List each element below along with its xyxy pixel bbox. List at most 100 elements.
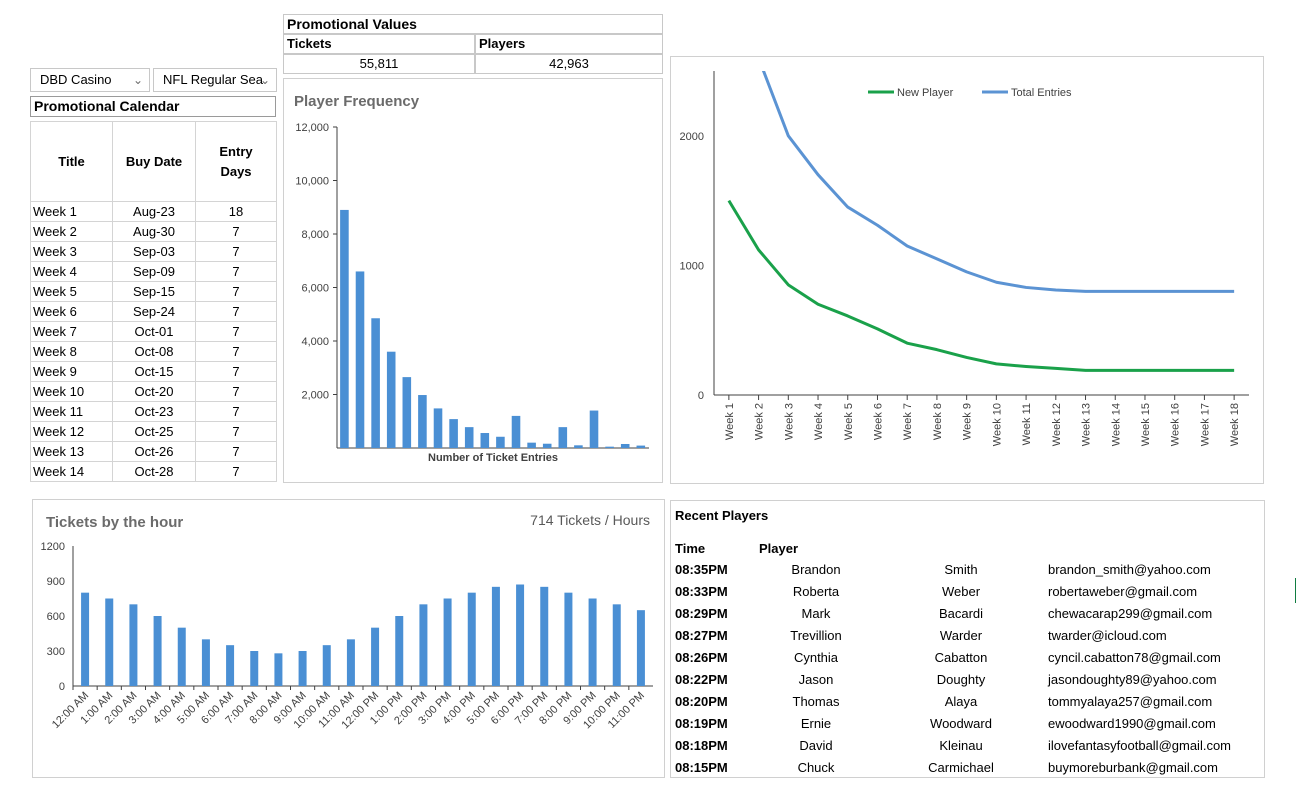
tickets-by-hour-chart[interactable]: Tickets by the hour 714 Tickets / Hours … bbox=[32, 499, 665, 778]
player-last-name: Warder bbox=[939, 628, 983, 643]
hour-bar bbox=[516, 584, 525, 686]
promotional-values-title: Promotional Values bbox=[283, 14, 663, 34]
x-tick-label: Week 12 bbox=[1051, 403, 1063, 446]
frequency-bar bbox=[620, 443, 630, 448]
calendar-week: Week 14 bbox=[30, 461, 113, 482]
player-first-name: Thomas bbox=[792, 694, 840, 709]
calendar-entry-days: 7 bbox=[195, 301, 277, 322]
y-tick-label: 0 bbox=[59, 681, 65, 693]
calendar-header-buy-date: Buy Date bbox=[112, 121, 196, 202]
tickets-per-hour-summary: 714 Tickets / Hours bbox=[530, 512, 650, 528]
hour-bar bbox=[443, 598, 452, 686]
hour-bar bbox=[250, 651, 259, 686]
casino-slicer[interactable]: DBD Casino ⌄ bbox=[30, 68, 150, 92]
calendar-week: Week 6 bbox=[30, 301, 113, 322]
tickets-value: 55,811 bbox=[283, 54, 475, 74]
frequency-bar bbox=[418, 395, 427, 448]
recent-players-header-time: Time bbox=[675, 541, 706, 556]
player-time: 08:35PM bbox=[675, 562, 728, 577]
promotional-calendar-table: Title Buy Date Entry Days Week 1 Aug-23 18… bbox=[30, 121, 277, 482]
calendar-rows: Week 1 Aug-23 18 Week 2 Aug-30 7 Week 3 Sep-03 7… bbox=[30, 201, 277, 482]
calendar-buy-date: Oct-23 bbox=[112, 401, 196, 422]
frequency-bar bbox=[542, 443, 552, 448]
weekly-entries-plot: 0 1000 2000 Week 1 Week 2 Week 3 Week 4 Week 5 W… bbox=[680, 71, 1249, 446]
calendar-entry-days: 7 bbox=[195, 341, 277, 362]
y-tick-label: 0 bbox=[698, 390, 704, 402]
player-frequency-chart[interactable]: Player Frequency 2,000 4,000 6,000 8,000 10,… bbox=[283, 78, 663, 483]
y-tick-label: 300 bbox=[47, 646, 65, 658]
recent-players-panel: Recent Players Time Player 08:35PM Brando… bbox=[670, 500, 1265, 778]
frequency-bar bbox=[574, 445, 583, 448]
hour-bar bbox=[177, 627, 186, 686]
calendar-week: Week 12 bbox=[30, 421, 113, 442]
chevron-down-icon: ⌄ bbox=[132, 73, 143, 87]
player-last-name: Carmichael bbox=[928, 760, 994, 775]
frequency-bar bbox=[589, 410, 599, 448]
season-slicer[interactable]: NFL Regular Sea ⌄ bbox=[153, 68, 277, 92]
calendar-entry-days: 7 bbox=[195, 381, 277, 402]
hour-bar bbox=[540, 586, 549, 686]
player-last-name: Alaya bbox=[944, 694, 978, 709]
chevron-down-icon: ⌄ bbox=[259, 73, 270, 87]
x-tick-label: Week 4 bbox=[813, 403, 825, 440]
player-first-name: Mark bbox=[801, 606, 831, 621]
frequency-bar bbox=[496, 436, 505, 448]
frequency-bar bbox=[511, 415, 521, 448]
hour-bar bbox=[588, 598, 597, 686]
frequency-bar bbox=[480, 433, 490, 448]
calendar-buy-date: Oct-01 bbox=[112, 321, 196, 342]
hour-bar bbox=[129, 604, 138, 686]
player-frequency-plot: 2,000 4,000 6,000 8,000 10,000 12,000 bbox=[295, 122, 649, 449]
hour-bar bbox=[274, 653, 283, 686]
hour-bar bbox=[467, 592, 476, 686]
calendar-row: Week 14 Oct-28 7 bbox=[30, 461, 277, 482]
calendar-buy-date: Sep-09 bbox=[112, 261, 196, 282]
y-tick-label: 10,000 bbox=[295, 176, 329, 188]
player-last-name: Cabatton bbox=[934, 650, 988, 665]
y-tick-label: 600 bbox=[47, 611, 65, 623]
player-first-name: David bbox=[799, 738, 833, 753]
hour-bar bbox=[346, 639, 355, 686]
calendar-buy-date: Oct-20 bbox=[112, 381, 196, 402]
calendar-entry-days: 18 bbox=[195, 201, 277, 222]
player-time: 08:29PM bbox=[675, 606, 728, 621]
player-email: ewoodward1990@gmail.com bbox=[1048, 716, 1216, 731]
calendar-entry-days: 7 bbox=[195, 281, 277, 302]
season-slicer-value: NFL Regular Sea bbox=[163, 72, 263, 87]
player-email: tommyalaya257@gmail.com bbox=[1048, 694, 1213, 709]
calendar-entry-days: 7 bbox=[195, 241, 277, 262]
hour-bar bbox=[201, 639, 210, 686]
calendar-header-entry-days: Entry Days bbox=[195, 121, 277, 202]
calendar-buy-date: Oct-25 bbox=[112, 421, 196, 442]
calendar-entry-days: 7 bbox=[195, 321, 277, 342]
calendar-week: Week 4 bbox=[30, 261, 113, 282]
frequency-bar bbox=[402, 377, 412, 448]
series-line-0 bbox=[727, 199, 1235, 372]
hour-bar bbox=[322, 645, 331, 686]
calendar-buy-date: Oct-08 bbox=[112, 341, 196, 362]
weekly-entries-chart[interactable]: 0 1000 2000 Week 1 Week 2 Week 3 Week 4 Week 5 W… bbox=[670, 56, 1264, 484]
x-tick-label: Week 15 bbox=[1140, 403, 1152, 446]
recent-players-header-player: Player bbox=[759, 541, 799, 556]
calendar-week: Week 8 bbox=[30, 341, 113, 362]
player-email: ilovefantasyfootball@gmail.com bbox=[1048, 738, 1232, 753]
player-first-name: Trevillion bbox=[790, 628, 842, 643]
cell-cursor bbox=[1295, 578, 1296, 603]
y-tick-label: 900 bbox=[47, 576, 65, 588]
player-email: buymoreburbank@gmail.com bbox=[1048, 760, 1218, 775]
hour-bar bbox=[564, 592, 573, 686]
calendar-week: Week 7 bbox=[30, 321, 113, 342]
tickets-by-hour-title: Tickets by the hour bbox=[46, 514, 184, 531]
recent-players-title: Recent Players bbox=[675, 508, 769, 523]
calendar-buy-date: Aug-30 bbox=[112, 221, 196, 242]
x-tick-label: Week 18 bbox=[1229, 403, 1241, 446]
calendar-week: Week 10 bbox=[30, 381, 113, 402]
hour-bar bbox=[491, 586, 500, 686]
hour-bar bbox=[298, 651, 307, 686]
calendar-week: Week 5 bbox=[30, 281, 113, 302]
calendar-week: Week 11 bbox=[30, 401, 113, 422]
calendar-buy-date: Sep-15 bbox=[112, 281, 196, 302]
calendar-week: Week 13 bbox=[30, 441, 113, 462]
calendar-row: Week 7 Oct-01 7 bbox=[30, 321, 277, 342]
hour-bar bbox=[395, 616, 404, 686]
